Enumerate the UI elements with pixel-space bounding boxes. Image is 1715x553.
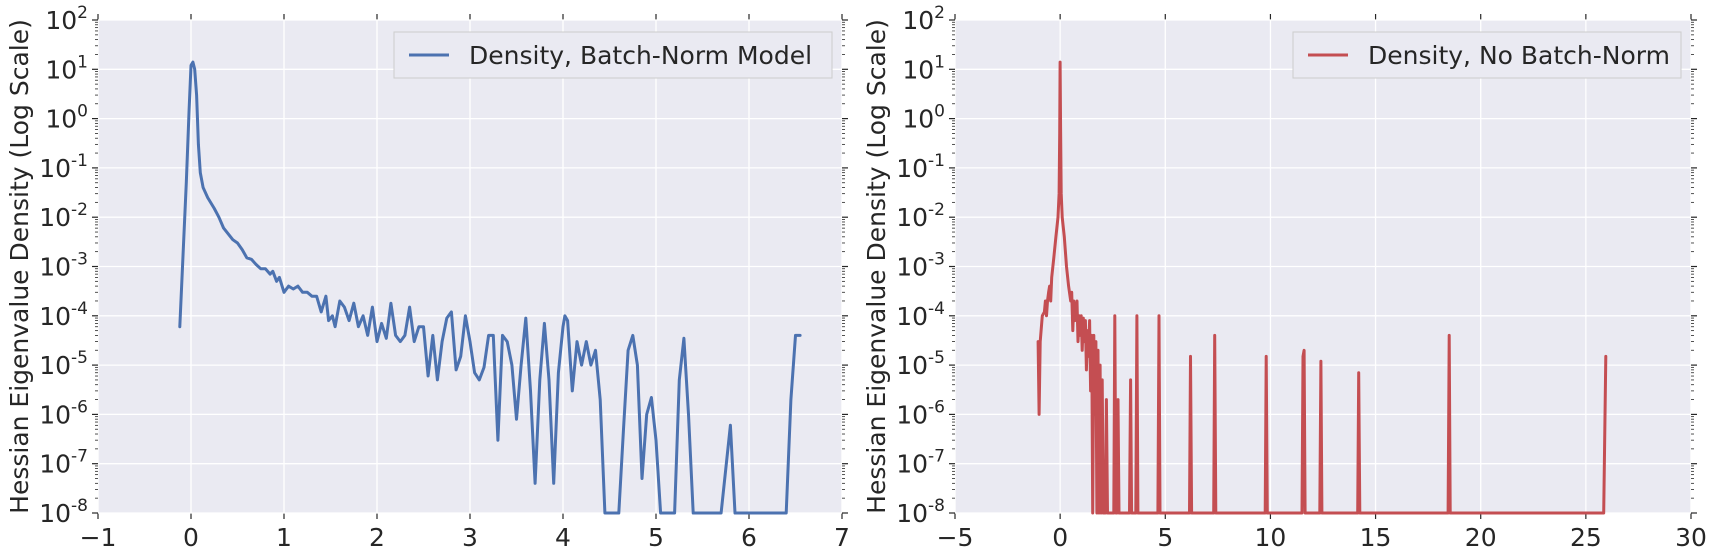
x-tick-label: 25 [1570,523,1602,552]
y-tick-label-exponent: -6 [71,397,88,417]
x-tick-label: 6 [741,523,757,552]
y-tick-label-exponent: -7 [928,447,945,467]
y-tick-label-base: 10 [896,499,928,528]
y-tick-label: 102 [902,3,945,35]
y-tick-label: 10-3 [39,250,88,282]
y-tick-label: 10-3 [896,250,945,282]
y-tick-label-base: 10 [39,154,71,183]
y-tick-label-base: 10 [45,55,77,84]
x-tick-label: 20 [1465,523,1497,552]
y-tick-label-exponent: -2 [71,200,88,220]
x-tick-label: 5 [1157,523,1173,552]
y-tick-label-base: 10 [896,302,928,331]
y-tick-label-base: 10 [896,203,928,232]
x-tick-label: 7 [834,523,850,552]
legend [393,31,833,79]
y-tick-label-exponent: -3 [71,250,88,270]
x-tick-label: 0 [1052,523,1068,552]
series-line-batch-norm [178,60,802,515]
y-tick-label: 10-7 [896,447,945,479]
y-tick-label-base: 10 [39,400,71,429]
y-tick-label-exponent: -8 [71,496,88,516]
y-tick-label: 10-8 [39,496,88,528]
y-tick-label-exponent: -5 [71,348,88,368]
y-tick-label-base: 10 [896,351,928,380]
x-tick-label: 15 [1360,523,1392,552]
x-tick-label: 30 [1675,523,1707,552]
y-tick-label-exponent: 1 [934,52,945,72]
x-tick-label: 2 [369,523,385,552]
y-tick-label-base: 10 [39,302,71,331]
y-tick-label: 10-7 [39,447,88,479]
y-tick-label: 102 [45,3,88,35]
y-tick-label: 10-6 [39,397,88,429]
y-tick-label: 101 [902,52,945,84]
y-tick-label-base: 10 [39,450,71,479]
y-tick-label: 10-5 [39,348,88,380]
y-tick-label-exponent: 1 [77,52,88,72]
y-tick-label-base: 10 [896,253,928,282]
y-tick-label: 100 [45,102,88,134]
y-tick-label-exponent: -6 [928,397,945,417]
y-tick-label-exponent: -3 [928,250,945,270]
y-tick-label-exponent: -7 [71,447,88,467]
y-tick-label-base: 10 [45,6,77,35]
y-tick-label-base: 10 [896,400,928,429]
x-tick-label: 10 [1255,523,1287,552]
y-tick-label-exponent: 2 [77,3,88,23]
x-tick-label: 0 [183,523,199,552]
y-tick-label-base: 10 [902,6,934,35]
x-tick-label: 4 [555,523,571,552]
y-tick-label-exponent: -2 [928,200,945,220]
y-tick-label-base: 10 [45,105,77,134]
y-tick-label-exponent: 0 [77,102,88,122]
y-tick-label-base: 10 [39,499,71,528]
y-tick-label-exponent: -5 [928,348,945,368]
legend [1292,31,1682,79]
x-tick-label: 3 [462,523,478,552]
y-tick-label-base: 10 [39,203,71,232]
right-chart-panel: −5 0 5 10 15 20 25 3010-810-710-610-510-410-310… [862,3,1707,552]
x-tick-label: −1 [80,523,117,552]
y-tick-label: 10-4 [896,299,945,331]
y-tick-label-exponent: -1 [71,151,88,171]
series-line-no-batch-norm [1036,60,1608,515]
x-tick-label: 1 [276,523,292,552]
y-tick-label-base: 10 [896,154,928,183]
y-tick-label-exponent: -4 [928,299,945,319]
y-tick-label-exponent: 0 [934,102,945,122]
y-tick-label-exponent: -1 [928,151,945,171]
y-tick-label-base: 10 [39,253,71,282]
y-tick-label: 101 [45,52,88,84]
y-tick-label-base: 10 [902,55,934,84]
y-tick-label-base: 10 [902,105,934,134]
y-tick-label: 10-4 [39,299,88,331]
x-tick-label: 5 [648,523,664,552]
y-tick-label: 10-6 [896,397,945,429]
y-tick-label: 10-2 [39,200,88,232]
left-chart-panel: −1 0 1 2 3 4 5 6 710-810-710-610-510-410-310-210… [5,3,850,552]
y-tick-label: 10-8 [896,496,945,528]
y-tick-label-base: 10 [39,351,71,380]
y-tick-label: 10-2 [896,200,945,232]
y-tick-label: 10-5 [896,348,945,380]
y-tick-label-base: 10 [896,450,928,479]
y-tick-label: 10-1 [39,151,88,183]
y-tick-label-exponent: 2 [934,3,945,23]
y-tick-label: 100 [902,102,945,134]
y-tick-label-exponent: -4 [71,299,88,319]
y-tick-label-exponent: -8 [928,496,945,516]
x-tick-label: −5 [937,523,974,552]
y-tick-label: 10-1 [896,151,945,183]
legend-label: Density, Batch-Norm Model [469,41,812,70]
y-axis-title: Hessian Eigenvalue Density (Log Scale) [862,19,891,514]
legend-label: Density, No Batch-Norm [1368,41,1670,70]
y-axis-title: Hessian Eigenvalue Density (Log Scale) [5,19,34,514]
